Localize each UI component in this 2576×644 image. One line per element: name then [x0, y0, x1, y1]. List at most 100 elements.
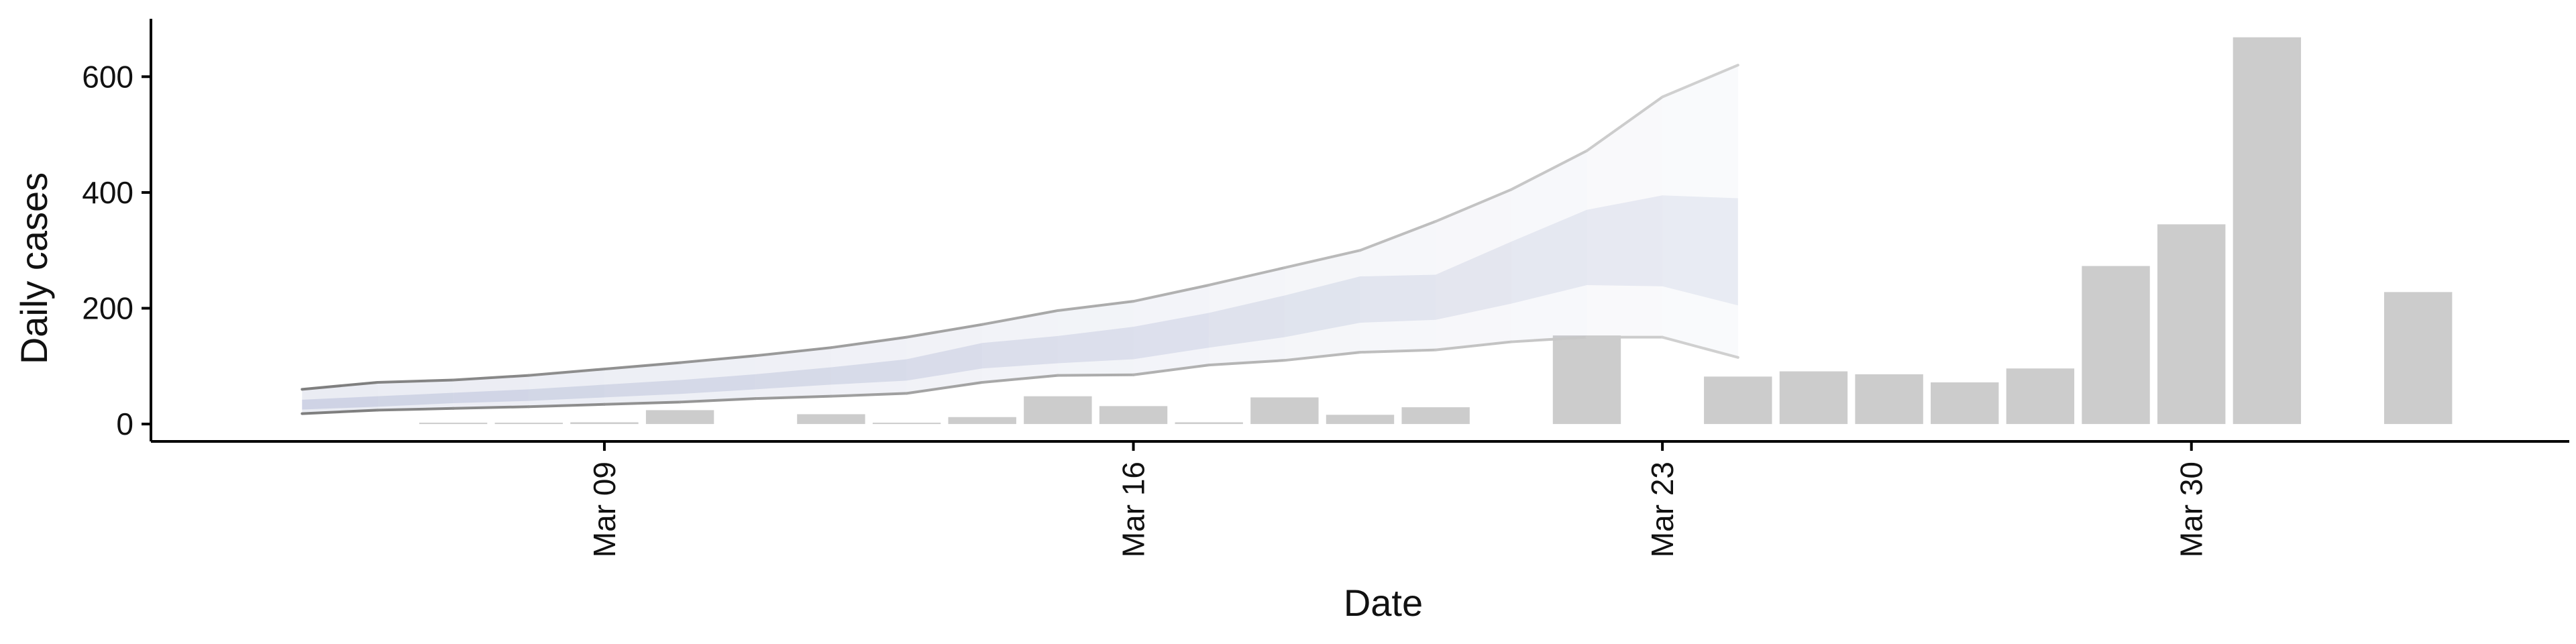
estimate-lower-line [1283, 351, 1362, 362]
case-bar [1250, 397, 1319, 425]
estimate-upper-line [1585, 95, 1664, 152]
estimate-upper-line [1509, 149, 1589, 191]
case-bar [494, 423, 563, 425]
estimate-outer-band [680, 356, 756, 402]
estimate-lower-line [451, 405, 531, 410]
estimate-outer-band [755, 347, 831, 399]
estimate-upper-line [451, 374, 531, 382]
case-bar [645, 410, 714, 425]
estimate-lower-line [1132, 364, 1211, 376]
estimate-lower-line [1358, 348, 1438, 354]
estimate-upper-line [905, 323, 984, 339]
estimate-inner-band [1511, 209, 1587, 304]
y-tick-label: 600 [82, 59, 133, 94]
plot-area: 0 200 400 600 Mar 09 Mar 16 Mar 23 Mar 30 [82, 19, 2569, 557]
y-tick-label: 0 [116, 407, 133, 441]
estimate-upper-line [527, 368, 606, 377]
x-tick-label: Mar 09 [587, 462, 622, 557]
estimate-upper-line [1283, 249, 1362, 270]
estimate-lower-line [1509, 335, 1589, 343]
estimate-lower-line [754, 394, 833, 400]
case-bar [797, 414, 865, 425]
estimate-inner-band [1284, 276, 1360, 337]
case-bar [1552, 335, 1621, 425]
estimate-outer-band [1360, 221, 1436, 353]
estimate-lower-line [829, 392, 908, 398]
estimate-upper-line [1358, 220, 1438, 252]
y-tick-label: 200 [82, 291, 133, 326]
case-bar [1931, 382, 1999, 425]
case-bar [419, 423, 488, 425]
estimate-outer-band [604, 362, 680, 405]
estimate-upper-line [981, 309, 1059, 326]
estimate-inner-band [680, 374, 756, 394]
estimate-lower-line [1661, 335, 1739, 359]
estimate-outer-band [1133, 284, 1210, 375]
estimate-outer-band [1209, 268, 1285, 366]
x-axis-title: Date [1344, 582, 1423, 624]
estimate-upper-line [1661, 64, 1739, 99]
case-bar [2157, 224, 2226, 425]
case-bar [1704, 376, 1772, 425]
estimate-inner-band [906, 343, 983, 381]
y-axis-title: Daily cases [13, 172, 55, 364]
case-bar [2006, 368, 2075, 425]
estimate-outer-band [906, 324, 983, 394]
case-bar [1401, 407, 1470, 425]
estimate-inner-band [1587, 195, 1663, 286]
estimate-upper-line [1208, 266, 1286, 286]
case-bar [1024, 396, 1092, 425]
estimate-upper-line [1132, 283, 1211, 303]
estimate-inner-band [1057, 327, 1134, 364]
case-bar [1099, 406, 1168, 425]
estimate-outer-band [1436, 189, 1511, 350]
estimate-outer-band [1057, 301, 1134, 376]
estimate-lower-line [602, 400, 682, 406]
estimate-lower-line [301, 409, 379, 415]
estimate-lower-line [376, 407, 455, 412]
estimate-inner-band [604, 380, 680, 398]
estimate-outer-band [1662, 65, 1738, 358]
estimate-inner-band [1133, 313, 1210, 360]
estimate-inner-band [982, 335, 1058, 369]
estimate-outer-band [1511, 150, 1587, 342]
estimate-lower-line [527, 402, 606, 409]
case-bar [1175, 422, 1243, 425]
case-bar [2383, 292, 2453, 425]
estimate-inner-band [755, 367, 831, 390]
estimate-inner-band [453, 389, 529, 404]
case-bar [872, 423, 941, 425]
estimate-lower-line [905, 380, 984, 395]
estimate-lower-line [1434, 340, 1513, 352]
estimate-lower-line [678, 397, 757, 404]
y-tick-label: 400 [82, 175, 133, 210]
case-bar [1779, 371, 1848, 425]
estimate-inner-band [1436, 241, 1511, 320]
estimate-outer-band [1587, 97, 1663, 337]
estimate-inner-band [1209, 295, 1285, 348]
estimate-upper-line [602, 361, 682, 371]
case-bar [2233, 37, 2302, 425]
estimate-upper-line [754, 346, 833, 358]
estimate-upper-line [376, 378, 455, 384]
x-tick-label: Mar 30 [2174, 462, 2209, 557]
estimate-upper-line [678, 354, 757, 364]
estimate-inner-band [1662, 195, 1738, 306]
case-bar [2082, 266, 2150, 425]
estimate-lower-line [1056, 373, 1135, 377]
estimate-outer-band [982, 310, 1058, 382]
case-bar [1855, 374, 1923, 425]
estimate-inner-band [830, 359, 907, 385]
x-tick-label: Mar 23 [1645, 462, 1680, 557]
x-tick-label: Mar 16 [1116, 462, 1151, 557]
estimate-inner-band [529, 384, 604, 401]
estimate-lower-line [981, 374, 1059, 384]
estimate-upper-line [1434, 188, 1513, 223]
estimate-inner-band [377, 392, 453, 407]
estimate-inner-band [302, 396, 378, 410]
estimate-upper-line [1056, 300, 1135, 312]
case-bar [570, 422, 639, 425]
estimate-upper-line [301, 380, 379, 391]
estimate-upper-line [829, 335, 908, 350]
